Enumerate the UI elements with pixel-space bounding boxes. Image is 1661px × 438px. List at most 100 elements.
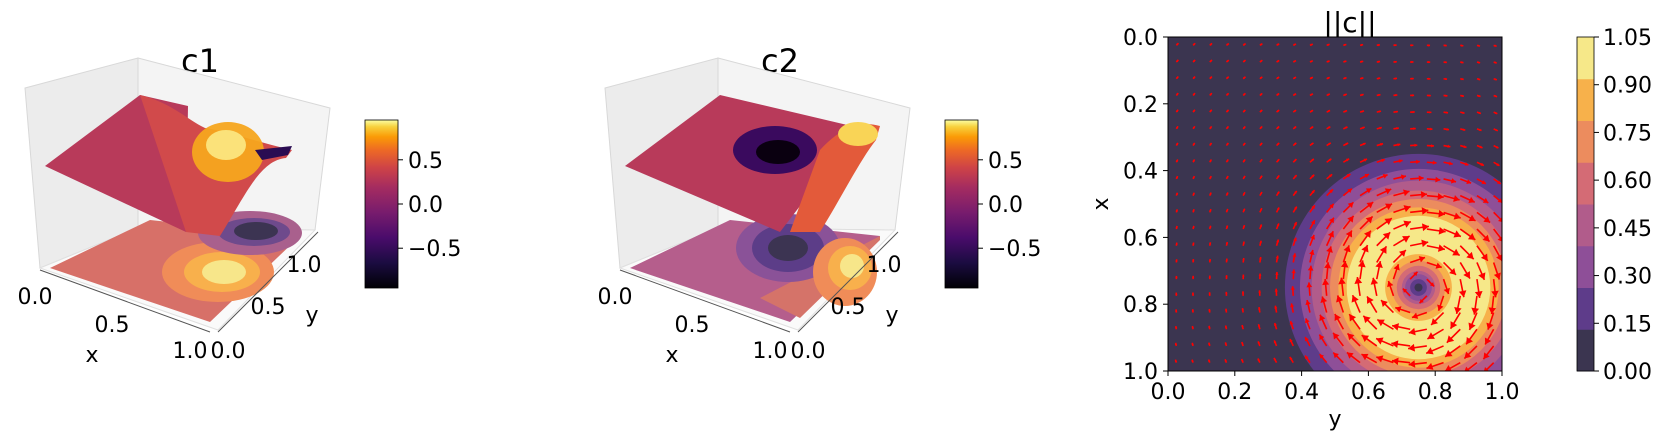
quiver-arrow [1376,77,1381,80]
quiver-arrow [1426,127,1433,131]
quiver-arrow [1411,311,1428,319]
quiver-arrow [1225,175,1229,180]
quiver-arrow [1375,260,1383,280]
quiver-arrow [1257,341,1261,347]
quiver-arrow [1192,75,1196,80]
quiver-arrow [1376,43,1381,47]
quiver-arrow [1292,190,1298,197]
colorbar-band [1577,287,1594,330]
quiver-arrow [1175,92,1179,96]
quiver-arrow [1209,59,1213,63]
quiver-arrow [1376,126,1383,130]
quiver-arrow [1191,292,1195,296]
quiver-arrow [1493,211,1502,222]
quiver-arrow [1192,259,1195,263]
quiver-arrow [1460,77,1464,81]
quiver-arrow [1325,230,1334,247]
quiver-arrow [1326,93,1331,97]
quiver-arrow [1174,342,1178,347]
quiver-arrow [1276,43,1280,47]
quiver-arrow [1443,245,1461,257]
quiver-arrow [1426,144,1435,148]
quiver-arrow [1242,158,1246,163]
quiver-arrow [1402,287,1411,297]
quiver-arrow [1259,109,1263,113]
quiver-arrow [1376,110,1382,113]
quiver-arrow [1342,188,1353,197]
quiver-arrow [1376,245,1388,263]
quiver-arrow [1259,175,1263,180]
quiver-arrow [1192,175,1196,180]
quiver-arrow [1309,142,1314,147]
quiver-arrow [1464,362,1478,371]
quiver-arrow [1460,61,1464,64]
quiver-arrow [1459,178,1472,184]
colorbar-band [1577,329,1594,372]
quiver-arrow [1326,203,1335,213]
quiver-arrow [1209,175,1212,180]
quiver-arrow [1209,42,1213,46]
quiver-arrow [1458,278,1467,298]
quiver-arrow [1309,204,1316,213]
ytick-c1-2: 1.0 [287,253,322,278]
colorbar-band [1577,78,1594,121]
quiver-arrow [1225,92,1230,97]
quiver-arrow [1442,261,1457,276]
quiver-arrow [1276,59,1280,63]
quiver-arrow [1307,265,1314,280]
heatmap-plot-area [1168,37,1502,371]
quiver-arrow [1175,109,1179,113]
quiver-arrow [1342,215,1355,230]
quiver-arrow [1459,262,1471,280]
quiver-arrow [1348,313,1361,330]
quiver-arrow [1342,201,1354,213]
quiver-arrow [1242,76,1247,80]
quiver-arrow [1342,230,1353,247]
quiver-arrow [1476,144,1483,149]
quiver-arrow [1242,125,1246,130]
quiver-arrow [1242,42,1247,46]
quiver-arrow [1484,328,1495,345]
quiver-arrow [1292,158,1298,163]
quiver-arrow [1192,225,1195,230]
quiver-arrow [1410,207,1429,215]
quiver-arrow [1332,332,1344,347]
colorbar-norm-tick-label: 0.90 [1603,74,1652,99]
xtick-c2-0: 0.0 [598,285,633,310]
colorbar-tick-label: −0.5 [988,237,1041,262]
quiver-arrow [1443,144,1451,148]
surface-peak-top-c1 [206,130,246,160]
quiver-arrow [1208,308,1211,313]
quiver-arrow [1259,43,1263,47]
quiver-arrow [1209,192,1212,196]
quiver-arrow [1319,353,1328,364]
quiver-arrow [1410,223,1430,232]
xlabel-c2: x [665,343,678,368]
quiver-arrow [1491,279,1499,298]
quiver-arrow [1486,312,1495,330]
quiver-arrow [1410,77,1414,80]
quiver-arrow [1376,188,1392,197]
quiver-arrow [1208,275,1212,280]
quiver-arrow [1343,93,1348,97]
colorbar-norm-tick-label: 1.05 [1603,26,1652,51]
quiver-arrow [1393,205,1411,214]
quiver-arrow [1359,60,1364,63]
quiver-arrow [1463,345,1478,360]
quiver-arrow [1394,306,1411,314]
quiver-arrow [1242,241,1245,246]
quiver-arrow [1346,351,1361,364]
panel-c2: c2 0.0 0.5 1.0 x [598,42,1042,368]
quiver-arrow [1275,191,1280,197]
quiver-arrow [1493,178,1502,185]
quiver-arrow [1468,312,1478,331]
quiver-arrow [1443,77,1448,81]
floor-contour-c2 [630,214,880,322]
quiver-arrow [1476,94,1481,98]
heatmap-ytick-label: 1.0 [1123,360,1158,385]
colorbar-norm-tick-label: 0.45 [1603,217,1652,242]
colorbar-tick-label: 0.0 [988,193,1023,218]
surface-c2 [625,95,880,232]
heatmap-yticks: 0.0 0.2 0.4 0.6 0.8 1.0 [1123,26,1168,385]
xtick-c1-1: 0.5 [95,313,130,338]
